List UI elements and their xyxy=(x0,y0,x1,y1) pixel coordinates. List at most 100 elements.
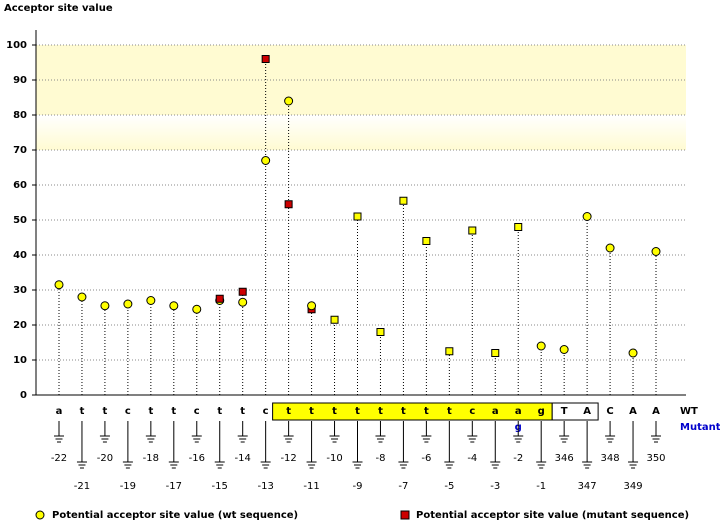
y-tick-label: 40 xyxy=(13,250,27,261)
position-label: -19 xyxy=(120,481,136,492)
sequence-letter: t xyxy=(80,406,85,417)
position-label: -13 xyxy=(257,481,273,492)
wt-marker xyxy=(77,292,87,302)
position-label: 346 xyxy=(555,453,574,464)
y-tick-label: 100 xyxy=(6,40,27,51)
sequence-letter: t xyxy=(355,406,360,417)
position-label: -11 xyxy=(303,481,319,492)
position-label: -7 xyxy=(398,481,408,492)
mutant-marker xyxy=(514,223,523,231)
y-axis-title: Acceptor site value xyxy=(4,3,113,14)
sequence-letter: a xyxy=(515,406,522,417)
position-label: -6 xyxy=(421,453,431,464)
wt-marker xyxy=(536,341,546,351)
sequence-letter: A xyxy=(629,406,637,417)
sequence-letter: c xyxy=(469,406,475,417)
position-label: -9 xyxy=(353,481,363,492)
wt-marker xyxy=(146,296,156,305)
mutant-marker xyxy=(399,196,408,205)
wt-marker xyxy=(123,299,133,309)
mutant-marker xyxy=(491,349,500,357)
y-tick-label: 90 xyxy=(13,75,27,86)
wt-marker xyxy=(100,301,110,311)
sequence-letter: t xyxy=(103,406,108,417)
mutant-marker xyxy=(215,294,224,303)
position-label: -20 xyxy=(97,453,113,464)
position-label: -18 xyxy=(143,453,159,464)
position-label: 348 xyxy=(601,453,620,464)
y-tick-label: 80 xyxy=(13,110,27,121)
mutant-marker xyxy=(422,237,431,245)
wt-marker xyxy=(307,301,317,311)
sequence-letter: c xyxy=(125,406,131,417)
wt-marker xyxy=(628,348,638,358)
position-label: -22 xyxy=(51,453,67,464)
y-tick-label: 70 xyxy=(13,145,27,156)
sequence-letter: a xyxy=(492,406,499,417)
sequence-letter: C xyxy=(606,406,613,417)
wt-marker xyxy=(54,280,64,290)
mutant-marker xyxy=(376,328,385,336)
y-tick-label: 50 xyxy=(13,215,27,226)
mutant-marker xyxy=(330,315,339,324)
sequence-letter: c xyxy=(263,406,269,417)
position-label: -10 xyxy=(326,453,342,464)
mutant-marker xyxy=(468,226,477,235)
codon-box xyxy=(551,402,599,421)
wt-marker xyxy=(169,301,179,311)
wt-marker xyxy=(238,297,248,307)
sequence-letter: t xyxy=(332,406,337,417)
mutant-marker xyxy=(445,347,454,356)
position-label: -4 xyxy=(467,453,477,464)
position-label: 350 xyxy=(646,453,665,464)
sequence-letter: T xyxy=(561,406,568,417)
y-tick-label: 0 xyxy=(20,390,27,401)
position-label: -17 xyxy=(166,481,182,492)
mutant-marker xyxy=(238,287,247,296)
wt-marker xyxy=(192,304,202,314)
y-tick-label: 10 xyxy=(13,355,27,366)
position-label: -12 xyxy=(280,453,296,464)
position-label: 349 xyxy=(623,481,642,492)
mutant-marker xyxy=(261,55,270,63)
wt-marker xyxy=(605,243,615,253)
position-label: -21 xyxy=(74,481,90,492)
sequence-letter: t xyxy=(447,406,452,417)
sequence-letter: t xyxy=(286,406,291,417)
legend-marker xyxy=(35,510,45,520)
sequence-letter: t xyxy=(240,406,245,417)
y-tick-label: 30 xyxy=(13,285,27,296)
position-label: -14 xyxy=(235,453,251,464)
sequence-letter: t xyxy=(148,406,153,417)
sequence-letter: t xyxy=(171,406,176,417)
legend-label: Potential acceptor site value (wt sequen… xyxy=(52,510,298,520)
wt-marker xyxy=(559,345,569,354)
position-label: -15 xyxy=(212,481,228,492)
sequence-letter: c xyxy=(194,406,200,417)
sequence-letter: t xyxy=(309,406,314,417)
y-tick-label: 20 xyxy=(13,320,27,331)
y-tick-label: 60 xyxy=(13,180,27,191)
position-label: -16 xyxy=(189,453,205,464)
wt-marker xyxy=(582,212,592,221)
sequence-letter: a xyxy=(56,406,63,417)
position-label: -5 xyxy=(444,481,454,492)
sequence-letter: g xyxy=(538,406,545,417)
mutant-marker xyxy=(353,212,362,221)
wt-marker xyxy=(651,247,661,256)
mutant-marker xyxy=(284,200,293,209)
wt-row-label: WT xyxy=(680,406,698,417)
position-label: -2 xyxy=(513,453,523,464)
position-label: -3 xyxy=(490,481,500,492)
sequence-letter: A xyxy=(652,406,660,417)
wt-marker xyxy=(261,156,271,165)
wt-marker xyxy=(284,96,294,106)
legend-marker xyxy=(400,510,410,520)
sequence-letter: A xyxy=(583,406,591,417)
exon-box xyxy=(272,402,553,421)
position-label: -8 xyxy=(375,453,385,464)
sequence-letter: t xyxy=(378,406,383,417)
mutant-row-label: Mutant xyxy=(680,422,720,433)
position-label: -1 xyxy=(536,481,546,492)
